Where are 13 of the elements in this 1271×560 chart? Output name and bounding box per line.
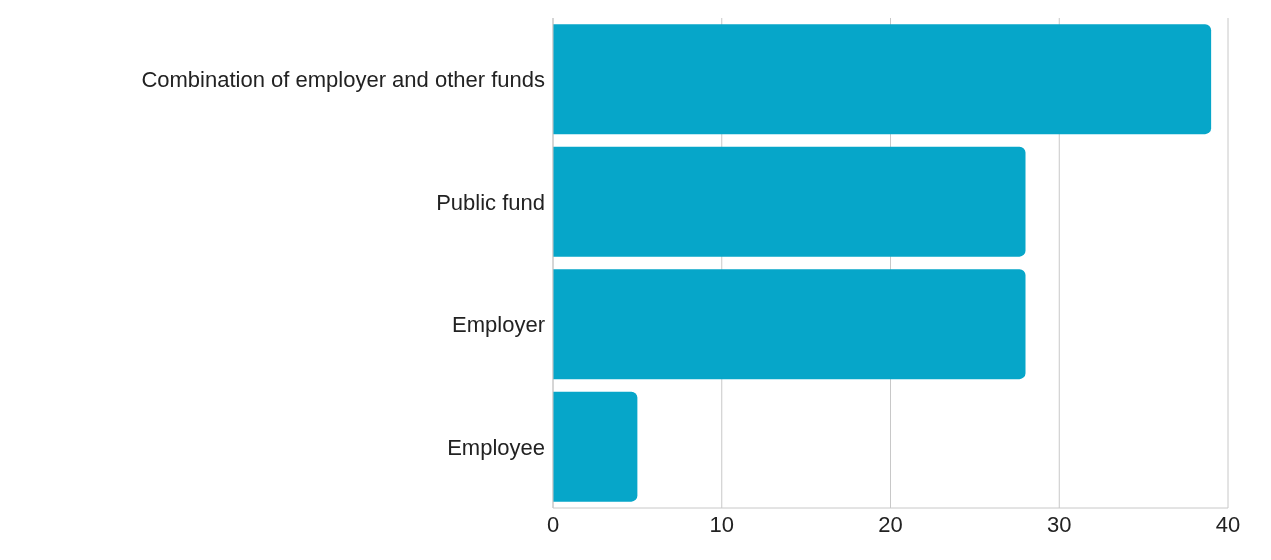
x-tick-label: 20	[878, 511, 903, 537]
y-tick-label: Employer	[452, 312, 545, 338]
bar	[553, 24, 1212, 135]
bar	[553, 391, 638, 502]
bar	[553, 146, 1026, 257]
y-tick-label: Public fund	[436, 189, 545, 215]
y-tick-label: Employee	[447, 434, 545, 460]
x-tick-label: 40	[1215, 511, 1241, 537]
x-tick-label: 30	[1047, 511, 1072, 537]
y-tick-label: Combination of employer and other funds	[141, 67, 545, 93]
x-tick-label: 0	[546, 511, 560, 537]
bar	[553, 269, 1026, 380]
x-tick-label: 10	[709, 511, 734, 537]
